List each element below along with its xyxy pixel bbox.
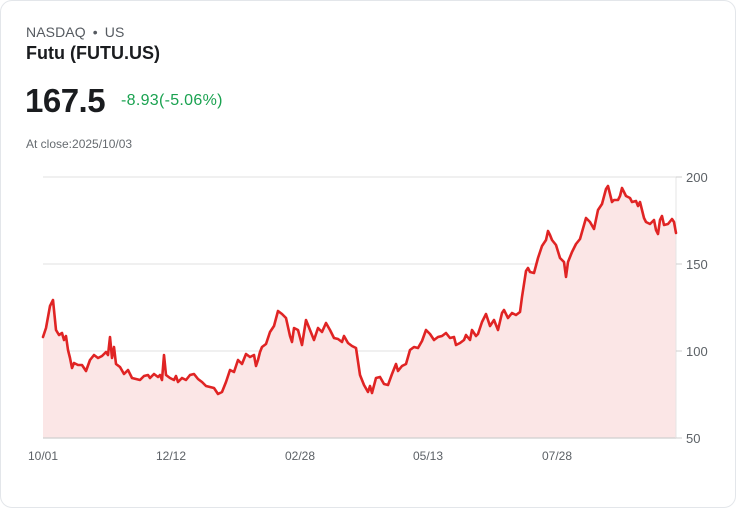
x-axis-ticks: 10/01 12/12 02/28 05/13 07/28 xyxy=(28,449,572,463)
region-name: US xyxy=(104,24,125,40)
y-tick-150: 150 xyxy=(686,257,708,272)
price-line xyxy=(41,184,678,396)
x-tick-12-12: 12/12 xyxy=(156,449,186,463)
y-tick-100: 100 xyxy=(686,344,708,359)
price-change: -8.93(-5.06%) xyxy=(121,92,223,109)
price-area-fill xyxy=(43,186,676,438)
y-tick-200: 200 xyxy=(686,170,708,185)
x-tick-05-13: 05/13 xyxy=(413,449,443,463)
stock-price: 167.5 xyxy=(25,82,106,119)
close-timestamp: At close:2025/10/03 xyxy=(26,137,133,151)
y-tick-50: 50 xyxy=(686,431,700,446)
y-axis-ticks: 200 150 100 50 xyxy=(676,170,708,446)
exchange-name: NASDAQ xyxy=(26,24,86,40)
x-tick-07-28: 07/28 xyxy=(542,449,572,463)
exchange-label: NASDAQ • US xyxy=(26,24,124,40)
x-tick-02-28: 02/28 xyxy=(285,449,315,463)
x-tick-10-01: 10/01 xyxy=(28,449,58,463)
stock-title: Futu (FUTU.US) xyxy=(26,43,160,63)
separator-dot: • xyxy=(92,24,98,40)
